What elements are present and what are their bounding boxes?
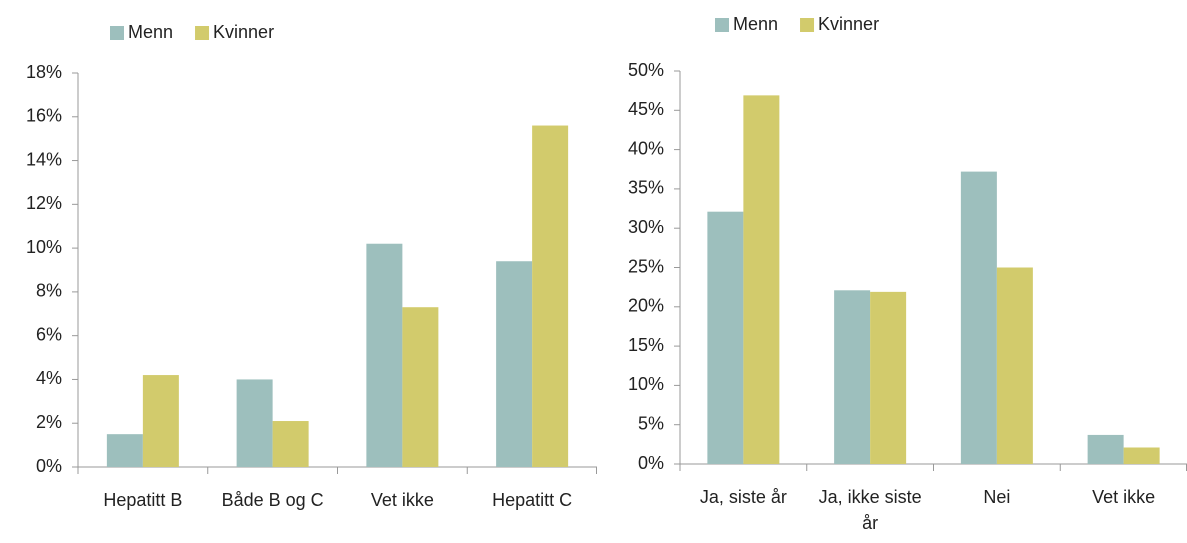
bar (870, 291, 907, 464)
x-tick-label: Hepatitt C (492, 490, 573, 510)
y-tick-label: 14% (26, 149, 62, 169)
y-tick-label: 10% (26, 237, 62, 257)
legend-swatch (110, 26, 124, 40)
y-tick-label: 16% (26, 106, 62, 126)
bar (106, 434, 143, 467)
legend-swatch (195, 26, 210, 40)
y-tick-label: 12% (26, 193, 62, 213)
x-tick-label: Vet ikke (370, 490, 434, 510)
y-tick-label: 30% (628, 217, 664, 237)
legend-label: Kvinner (213, 22, 274, 42)
y-tick-label: 0% (638, 453, 664, 473)
y-tick-label: 35% (628, 178, 664, 198)
x-tick-label: Nei (983, 487, 1011, 507)
y-tick-label: 40% (628, 138, 664, 158)
legend-label: Menn (128, 22, 173, 42)
x-tick-label: Ja, ikke siste år (818, 487, 922, 533)
y-tick-label: 18% (26, 62, 62, 82)
bar (707, 211, 744, 464)
y-tick-label: 0% (36, 456, 62, 476)
bar (1087, 434, 1124, 464)
x-tick-label: Vet ikke (1092, 487, 1156, 507)
x-tick-label: Hepatitt B (103, 490, 183, 510)
y-tick-label: 6% (36, 324, 62, 344)
bar (532, 125, 569, 468)
x-tick-label: Både B og C (221, 490, 324, 510)
legend-label: Menn (733, 14, 778, 34)
y-tick-label: 8% (36, 281, 62, 301)
bar (366, 243, 403, 467)
bar (402, 307, 439, 467)
bar (834, 290, 871, 464)
y-tick-label: 4% (36, 368, 62, 388)
y-tick-label: 5% (638, 413, 664, 433)
y-tick-label: 2% (36, 412, 62, 432)
y-tick-label: 25% (628, 256, 664, 276)
bar (496, 261, 533, 467)
y-tick-label: 20% (628, 296, 664, 316)
legend-swatch (715, 18, 729, 32)
legend-swatch (800, 18, 815, 32)
y-tick-label: 45% (628, 99, 664, 119)
legend-label: Kvinner (818, 14, 879, 34)
bar (236, 379, 273, 467)
y-tick-label: 10% (628, 374, 664, 394)
bar (1123, 447, 1160, 464)
x-tick-label: Ja, siste år (699, 487, 787, 507)
bar (272, 421, 309, 467)
bar (960, 171, 997, 464)
bar (743, 95, 780, 464)
y-tick-label: 50% (628, 60, 664, 80)
bar (142, 375, 179, 467)
y-tick-label: 15% (628, 335, 664, 355)
bar (996, 267, 1033, 464)
